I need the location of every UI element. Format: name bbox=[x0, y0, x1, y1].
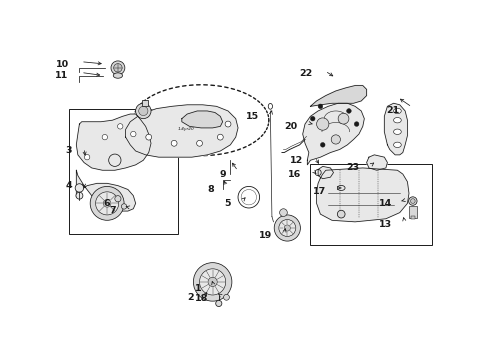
Circle shape bbox=[136, 103, 151, 119]
Circle shape bbox=[346, 109, 351, 113]
Circle shape bbox=[131, 131, 136, 137]
Ellipse shape bbox=[393, 142, 401, 148]
Circle shape bbox=[318, 104, 323, 109]
Circle shape bbox=[84, 154, 90, 160]
Polygon shape bbox=[311, 86, 367, 106]
Circle shape bbox=[284, 225, 291, 231]
Circle shape bbox=[337, 210, 345, 218]
Bar bbox=[142, 100, 148, 106]
Circle shape bbox=[115, 195, 121, 202]
Circle shape bbox=[146, 134, 151, 140]
Text: 18: 18 bbox=[196, 294, 209, 303]
Circle shape bbox=[196, 140, 202, 146]
Circle shape bbox=[331, 135, 341, 144]
Text: 1: 1 bbox=[195, 284, 201, 293]
Circle shape bbox=[194, 263, 232, 301]
Bar bbox=[411, 216, 415, 219]
Text: 6: 6 bbox=[103, 199, 110, 208]
Circle shape bbox=[75, 184, 84, 192]
Circle shape bbox=[114, 64, 122, 72]
Text: 11: 11 bbox=[55, 71, 69, 80]
Text: 14: 14 bbox=[379, 199, 392, 208]
Polygon shape bbox=[318, 166, 334, 179]
Circle shape bbox=[223, 294, 229, 300]
Text: 15: 15 bbox=[245, 112, 259, 121]
Polygon shape bbox=[76, 170, 136, 211]
Text: 20: 20 bbox=[284, 122, 297, 131]
Circle shape bbox=[354, 122, 359, 126]
Text: 1.4yr20: 1.4yr20 bbox=[177, 127, 194, 131]
Text: 4: 4 bbox=[65, 181, 72, 190]
Circle shape bbox=[411, 199, 415, 203]
Text: 9: 9 bbox=[219, 170, 226, 179]
Ellipse shape bbox=[113, 73, 122, 78]
Text: 23: 23 bbox=[346, 163, 359, 172]
Circle shape bbox=[76, 192, 83, 199]
Circle shape bbox=[317, 118, 329, 130]
Ellipse shape bbox=[393, 108, 401, 114]
Circle shape bbox=[338, 113, 349, 124]
Circle shape bbox=[199, 269, 226, 295]
Circle shape bbox=[216, 300, 222, 307]
Circle shape bbox=[171, 140, 177, 146]
Bar bbox=[409, 206, 416, 218]
Ellipse shape bbox=[393, 117, 401, 123]
Text: 7: 7 bbox=[110, 206, 116, 215]
Circle shape bbox=[311, 116, 315, 121]
Circle shape bbox=[274, 215, 300, 241]
Circle shape bbox=[279, 220, 296, 237]
Text: 3: 3 bbox=[65, 147, 72, 156]
Polygon shape bbox=[76, 114, 151, 170]
Circle shape bbox=[118, 124, 123, 129]
Polygon shape bbox=[367, 155, 388, 170]
Circle shape bbox=[218, 134, 223, 140]
Circle shape bbox=[225, 121, 231, 127]
Circle shape bbox=[96, 192, 119, 215]
Circle shape bbox=[103, 199, 111, 207]
Text: 17: 17 bbox=[313, 186, 326, 195]
Polygon shape bbox=[384, 103, 408, 155]
Ellipse shape bbox=[393, 129, 401, 134]
Text: 16: 16 bbox=[288, 170, 301, 179]
Circle shape bbox=[280, 209, 287, 216]
Bar bbox=[311, 164, 432, 245]
Circle shape bbox=[102, 134, 107, 140]
Bar bbox=[69, 109, 178, 234]
Text: 5: 5 bbox=[224, 199, 230, 208]
Text: 10: 10 bbox=[55, 60, 69, 69]
Circle shape bbox=[111, 61, 125, 75]
Circle shape bbox=[208, 277, 217, 287]
Text: 19: 19 bbox=[259, 231, 272, 240]
Circle shape bbox=[409, 197, 417, 205]
Polygon shape bbox=[125, 105, 238, 157]
Circle shape bbox=[122, 204, 127, 209]
Text: 13: 13 bbox=[379, 220, 392, 229]
Circle shape bbox=[320, 143, 325, 147]
Text: 12: 12 bbox=[290, 156, 303, 165]
Circle shape bbox=[90, 186, 124, 220]
Polygon shape bbox=[317, 168, 409, 222]
Circle shape bbox=[139, 106, 148, 116]
Text: 2: 2 bbox=[187, 293, 194, 302]
Text: 21: 21 bbox=[387, 106, 400, 115]
Text: 8: 8 bbox=[207, 185, 214, 194]
Polygon shape bbox=[182, 111, 222, 128]
Polygon shape bbox=[303, 103, 364, 165]
Text: 22: 22 bbox=[299, 69, 313, 78]
